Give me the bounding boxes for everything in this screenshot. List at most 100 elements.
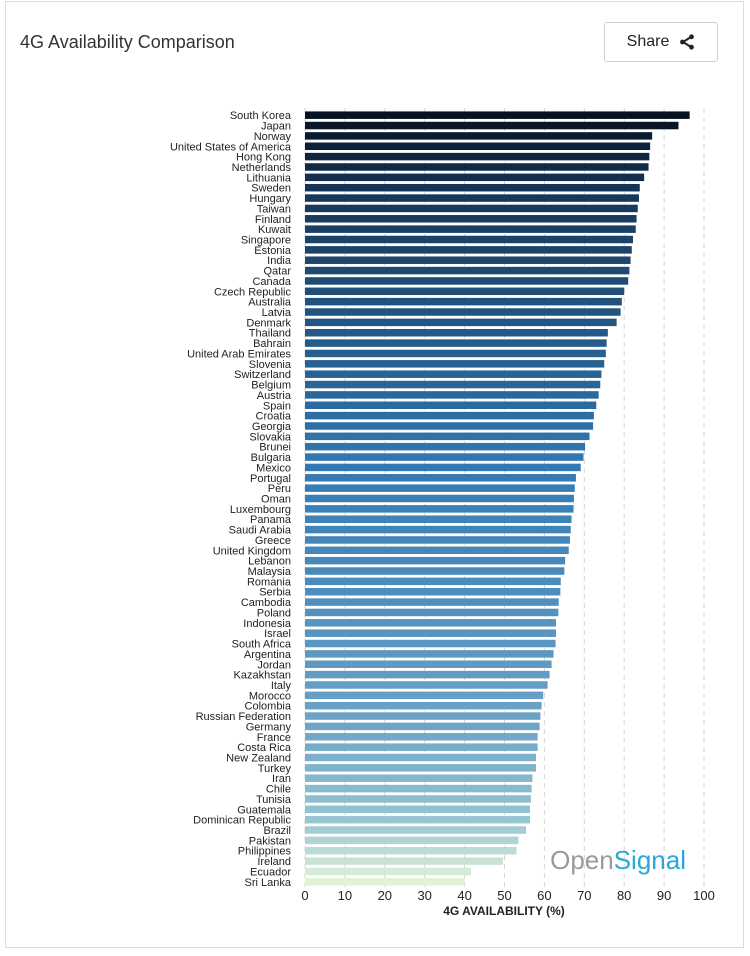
bar[interactable] <box>305 121 679 130</box>
category-label: United Arab Emirates <box>187 348 291 360</box>
bar[interactable] <box>305 297 622 306</box>
bar[interactable] <box>305 422 594 430</box>
bar[interactable] <box>305 556 566 565</box>
bar[interactable] <box>305 826 527 834</box>
category-label: Luxembourg <box>230 504 291 516</box>
bar[interactable] <box>305 328 608 337</box>
bar[interactable] <box>305 878 465 886</box>
bar[interactable] <box>305 360 605 368</box>
bar[interactable] <box>305 805 531 814</box>
bar[interactable] <box>305 132 653 140</box>
bar[interactable] <box>305 391 599 399</box>
bar[interactable] <box>305 650 554 658</box>
bar[interactable] <box>305 587 561 596</box>
bar[interactable] <box>305 753 537 762</box>
category-label: Switzerland <box>234 369 291 381</box>
bar[interactable] <box>305 567 565 575</box>
category-label: Hong Kong <box>236 152 291 164</box>
x-tick-label: 80 <box>617 888 631 903</box>
bar[interactable] <box>305 681 548 689</box>
bar[interactable] <box>305 225 636 233</box>
bar[interactable] <box>305 722 540 731</box>
bar[interactable] <box>305 163 649 171</box>
bar[interactable] <box>305 401 597 410</box>
bar[interactable] <box>305 784 532 793</box>
category-label: United States of America <box>170 141 292 153</box>
bar[interactable] <box>305 349 606 358</box>
bar[interactable] <box>305 339 607 347</box>
category-label: Brazil <box>263 825 291 837</box>
bar[interactable] <box>305 432 590 441</box>
bar[interactable] <box>305 795 531 803</box>
bar[interactable] <box>305 743 538 751</box>
bar[interactable] <box>305 474 576 482</box>
bar[interactable] <box>305 183 640 192</box>
bar[interactable] <box>305 525 571 534</box>
bar[interactable] <box>305 619 556 627</box>
bar[interactable] <box>305 691 544 700</box>
bar[interactable] <box>305 215 637 223</box>
category-label: Peru <box>268 483 291 495</box>
bar[interactable] <box>305 287 625 296</box>
bar[interactable] <box>305 774 533 782</box>
bar[interactable] <box>305 235 633 244</box>
bar[interactable] <box>305 442 586 451</box>
bar[interactable] <box>305 598 559 606</box>
category-label: Oman <box>261 494 291 506</box>
bar[interactable] <box>305 577 561 586</box>
bar[interactable] <box>305 308 621 316</box>
category-label: Germany <box>246 721 292 733</box>
bar[interactable] <box>305 256 631 264</box>
bar[interactable] <box>305 318 617 327</box>
bar[interactable] <box>305 629 556 637</box>
bar[interactable] <box>305 152 650 161</box>
category-label: Georgia <box>252 421 292 433</box>
bar[interactable] <box>305 836 519 845</box>
bar[interactable] <box>305 639 556 648</box>
bar[interactable] <box>305 453 584 461</box>
category-label: Taiwan <box>257 203 291 215</box>
category-label: Morocco <box>249 690 291 702</box>
category-label: Austria <box>257 390 292 402</box>
bar[interactable] <box>305 515 572 523</box>
bar[interactable] <box>305 370 602 378</box>
bar[interactable] <box>305 815 531 824</box>
category-label: Sweden <box>251 183 291 195</box>
bar[interactable] <box>305 266 630 275</box>
bar[interactable] <box>305 411 594 420</box>
bar[interactable] <box>305 463 581 472</box>
bar[interactable] <box>305 173 645 182</box>
x-tick-label: 60 <box>537 888 551 903</box>
category-label: Saudi Arabia <box>229 525 292 537</box>
bar[interactable] <box>305 536 570 544</box>
bar[interactable] <box>305 857 503 865</box>
bar[interactable] <box>305 608 559 617</box>
bar[interactable] <box>305 204 638 213</box>
x-tick-label: 40 <box>457 888 471 903</box>
bar[interactable] <box>305 484 575 492</box>
bar[interactable] <box>305 494 574 503</box>
bar[interactable] <box>305 670 550 679</box>
bar[interactable] <box>305 867 471 876</box>
bar[interactable] <box>305 846 517 855</box>
category-label: Cambodia <box>241 597 292 609</box>
bar[interactable] <box>305 733 538 741</box>
bar[interactable] <box>305 546 569 555</box>
bar[interactable] <box>305 660 552 669</box>
bar[interactable] <box>305 712 541 720</box>
category-label: Latvia <box>262 307 292 319</box>
bar[interactable] <box>305 764 537 772</box>
bar[interactable] <box>305 246 632 254</box>
bar[interactable] <box>305 701 542 710</box>
bar[interactable] <box>305 194 639 202</box>
bar[interactable] <box>305 505 574 513</box>
category-label: Qatar <box>263 266 291 278</box>
bar[interactable] <box>305 380 601 389</box>
bar[interactable] <box>305 111 690 119</box>
bar[interactable] <box>305 142 651 151</box>
category-label: Belgium <box>251 380 291 392</box>
category-label: Indonesia <box>243 618 292 630</box>
category-label: Russian Federation <box>196 711 291 723</box>
share-button[interactable]: Share <box>604 22 718 62</box>
bar[interactable] <box>305 277 629 285</box>
